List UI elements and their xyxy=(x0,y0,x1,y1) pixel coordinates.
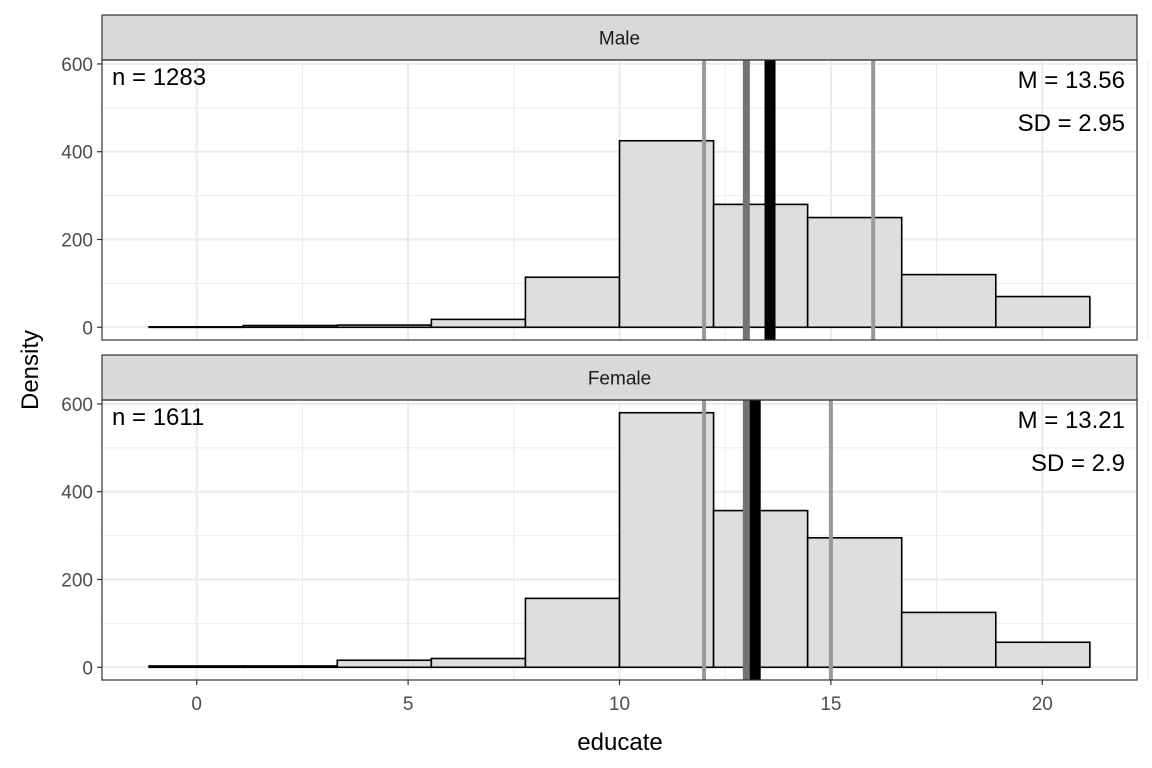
facet-strip xyxy=(101,354,1138,401)
sd-label: SD = 2.95 xyxy=(1018,110,1125,137)
sd-label: SD = 2.9 xyxy=(1031,450,1125,477)
histogram-bar xyxy=(994,295,1091,329)
y-tick-label: 400 xyxy=(61,143,93,164)
y-tick-label: 0 xyxy=(82,658,93,679)
y-tick-label: 200 xyxy=(61,230,93,251)
histogram-bar xyxy=(148,665,245,669)
panel-female: Female 0 200 400 600 n = 1611 M = 13.21 SD = 2.… xyxy=(61,354,1149,681)
y-tick-label: 400 xyxy=(61,483,93,504)
facet-strip xyxy=(101,14,1138,61)
histogram-bar xyxy=(242,665,339,669)
x-tick-label: 20 xyxy=(1032,694,1053,715)
x-tick-label: 0 xyxy=(191,694,202,715)
histogram-bar xyxy=(430,657,527,669)
x-tick-label: 5 xyxy=(403,694,414,715)
panel-male: Male 0 200 400 600 n = 1283 M = 13.56 SD = 2.95 xyxy=(61,14,1149,341)
histogram-bar xyxy=(430,318,527,329)
histogram-bar xyxy=(524,597,621,669)
histogram-bar xyxy=(524,276,621,329)
histogram-bar xyxy=(900,611,997,669)
y-tick-label: 600 xyxy=(61,395,93,416)
histogram-bar xyxy=(148,326,245,329)
mean-label: M = 13.56 xyxy=(1018,67,1125,94)
facet-strip-label: Female xyxy=(588,369,651,390)
y-tick-label: 0 xyxy=(82,318,93,339)
histogram-bar xyxy=(994,641,1091,669)
x-axis-label: educate xyxy=(577,729,662,756)
histogram-bar xyxy=(336,659,433,669)
histogram-bar xyxy=(618,139,715,329)
histogram-bar xyxy=(806,537,903,669)
histogram-bar xyxy=(900,273,997,329)
n-label: n = 1611 xyxy=(112,404,204,431)
mean-label: M = 13.21 xyxy=(1018,407,1125,434)
facet-strip-label: Male xyxy=(599,29,640,50)
y-tick-label: 600 xyxy=(61,55,93,76)
histogram-bar xyxy=(242,324,339,329)
y-tick-label: 200 xyxy=(61,570,93,591)
panel-border xyxy=(101,59,1138,341)
x-tick-label: 15 xyxy=(820,694,841,715)
histogram-bar xyxy=(336,324,433,329)
histogram-bar xyxy=(618,411,715,669)
histogram-bar xyxy=(806,216,903,329)
x-tick-label: 10 xyxy=(609,694,630,715)
n-label: n = 1283 xyxy=(112,64,206,91)
histogram-bar xyxy=(712,203,809,329)
y-axis-label: Density xyxy=(17,330,44,410)
